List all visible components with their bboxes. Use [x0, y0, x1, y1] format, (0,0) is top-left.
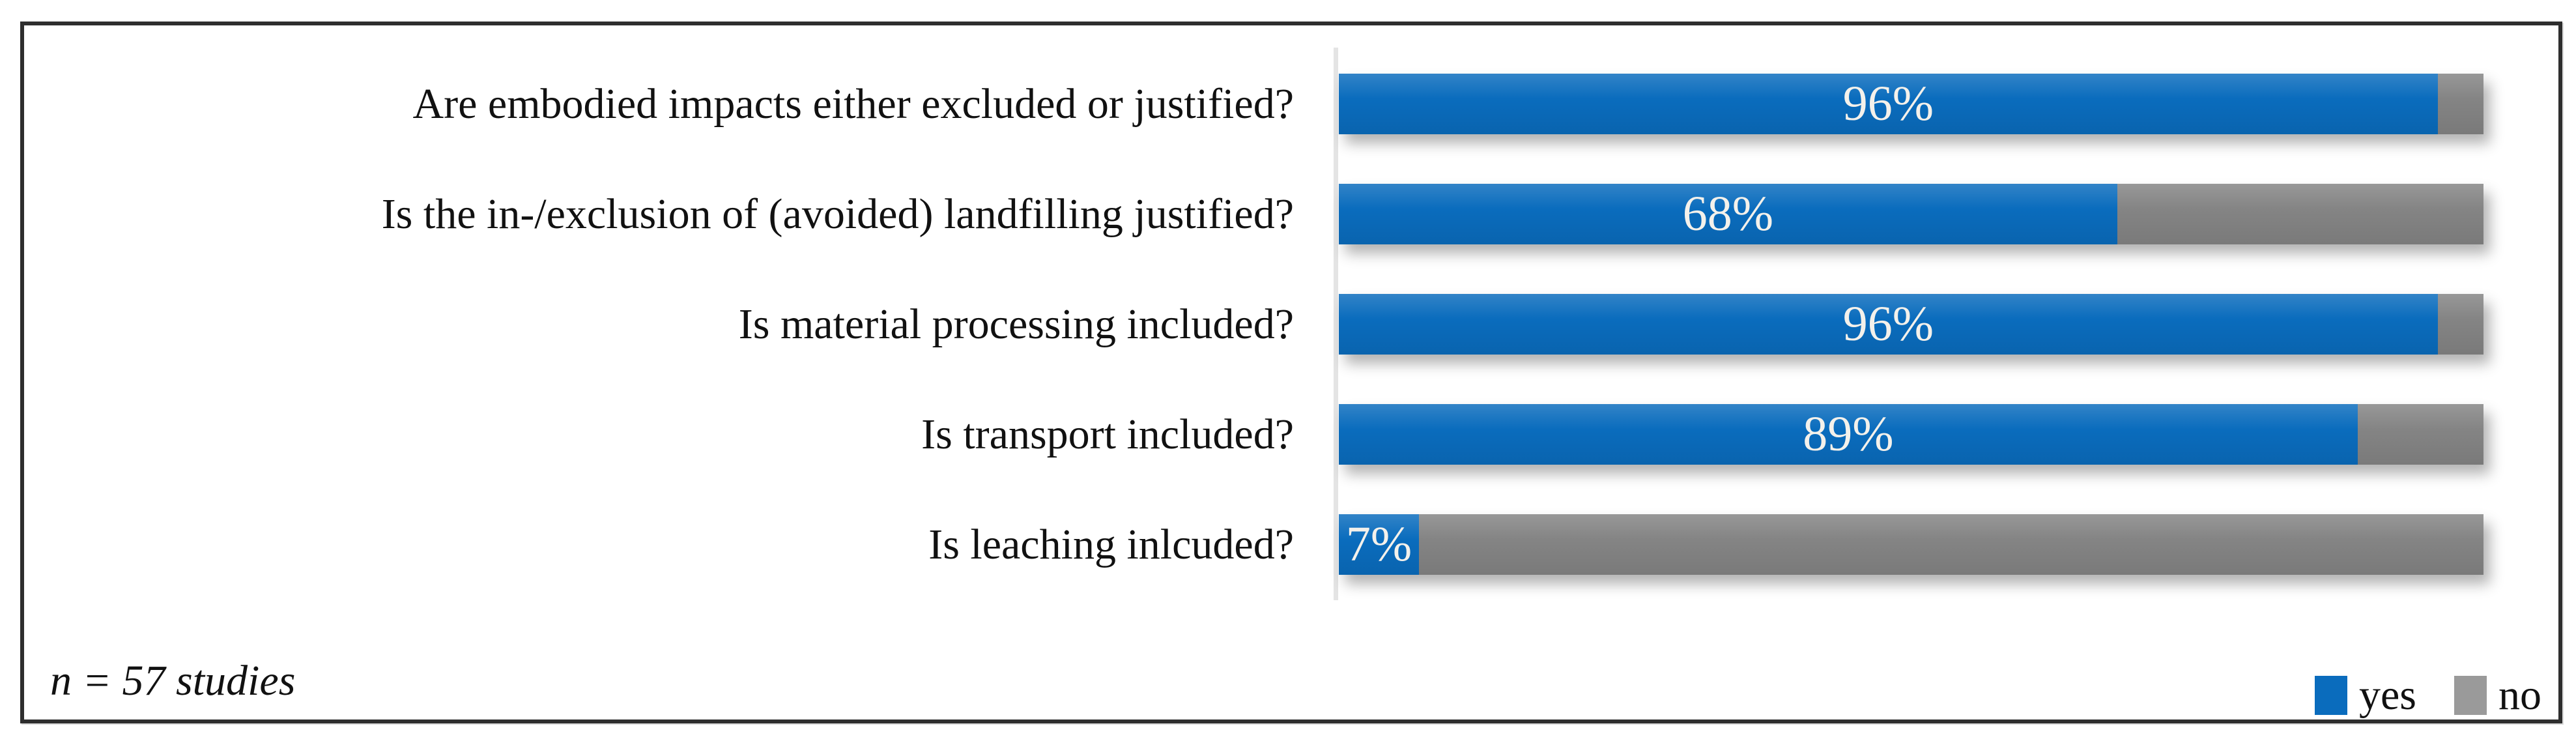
sample-size-note: n = 57 studies [50, 657, 296, 705]
category-label: Is leaching inlcuded? [928, 521, 1294, 568]
bar-chart: Are embodied impacts either excluded or … [24, 74, 2558, 575]
bar-track: 7% [1339, 514, 2483, 575]
category-label: Is the in-/exclusion of (avoided) landfi… [381, 190, 1294, 238]
legend-label-yes: yes [2359, 671, 2416, 719]
bar-track: 96% [1339, 74, 2483, 134]
y-axis-line [1334, 48, 1338, 600]
bar-track: 68% [1339, 184, 2483, 244]
category-label: Is transport included? [921, 411, 1294, 458]
chart-row: Is leaching inlcuded? 7% [24, 514, 2558, 575]
category-label: Is material processing included? [738, 300, 1294, 348]
legend-label-no: no [2498, 671, 2541, 719]
legend-swatch-yes-icon [2315, 676, 2348, 715]
bar-segment-yes: 89% [1339, 404, 2358, 465]
bar-track: 96% [1339, 294, 2483, 355]
legend-swatch-no-icon [2454, 676, 2487, 715]
bar-value-label: 7% [1345, 517, 1412, 572]
bar-segment-yes: 96% [1339, 294, 2438, 355]
category-label: Are embodied impacts either excluded or … [412, 80, 1294, 128]
bar-segment-yes: 7% [1339, 514, 1419, 575]
bar-segment-yes: 96% [1339, 74, 2438, 134]
bar-track: 89% [1339, 404, 2483, 465]
chart-row: Is transport included? 89% [24, 404, 2558, 465]
chart-row: Is the in-/exclusion of (avoided) landfi… [24, 184, 2558, 244]
bar-value-label: 68% [1682, 186, 1774, 241]
bar-segment-no [2357, 404, 2483, 465]
legend-item-no: no [2454, 671, 2541, 720]
bar-segment-no [1418, 514, 2483, 575]
legend-item-yes: yes [2315, 671, 2416, 720]
bar-segment-no [2117, 184, 2483, 244]
legend: yes no [2315, 671, 2541, 720]
bar-value-label: 89% [1803, 407, 1894, 461]
chart-row: Are embodied impacts either excluded or … [24, 74, 2558, 134]
bar-value-label: 96% [1842, 297, 1934, 351]
bar-value-label: 96% [1842, 76, 1934, 131]
bar-segment-no [2437, 74, 2483, 134]
figure-frame: Are embodied impacts either excluded or … [20, 22, 2562, 723]
bar-segment-no [2437, 294, 2483, 355]
chart-row: Is material processing included? 96% [24, 294, 2558, 355]
bar-segment-yes: 68% [1339, 184, 2117, 244]
